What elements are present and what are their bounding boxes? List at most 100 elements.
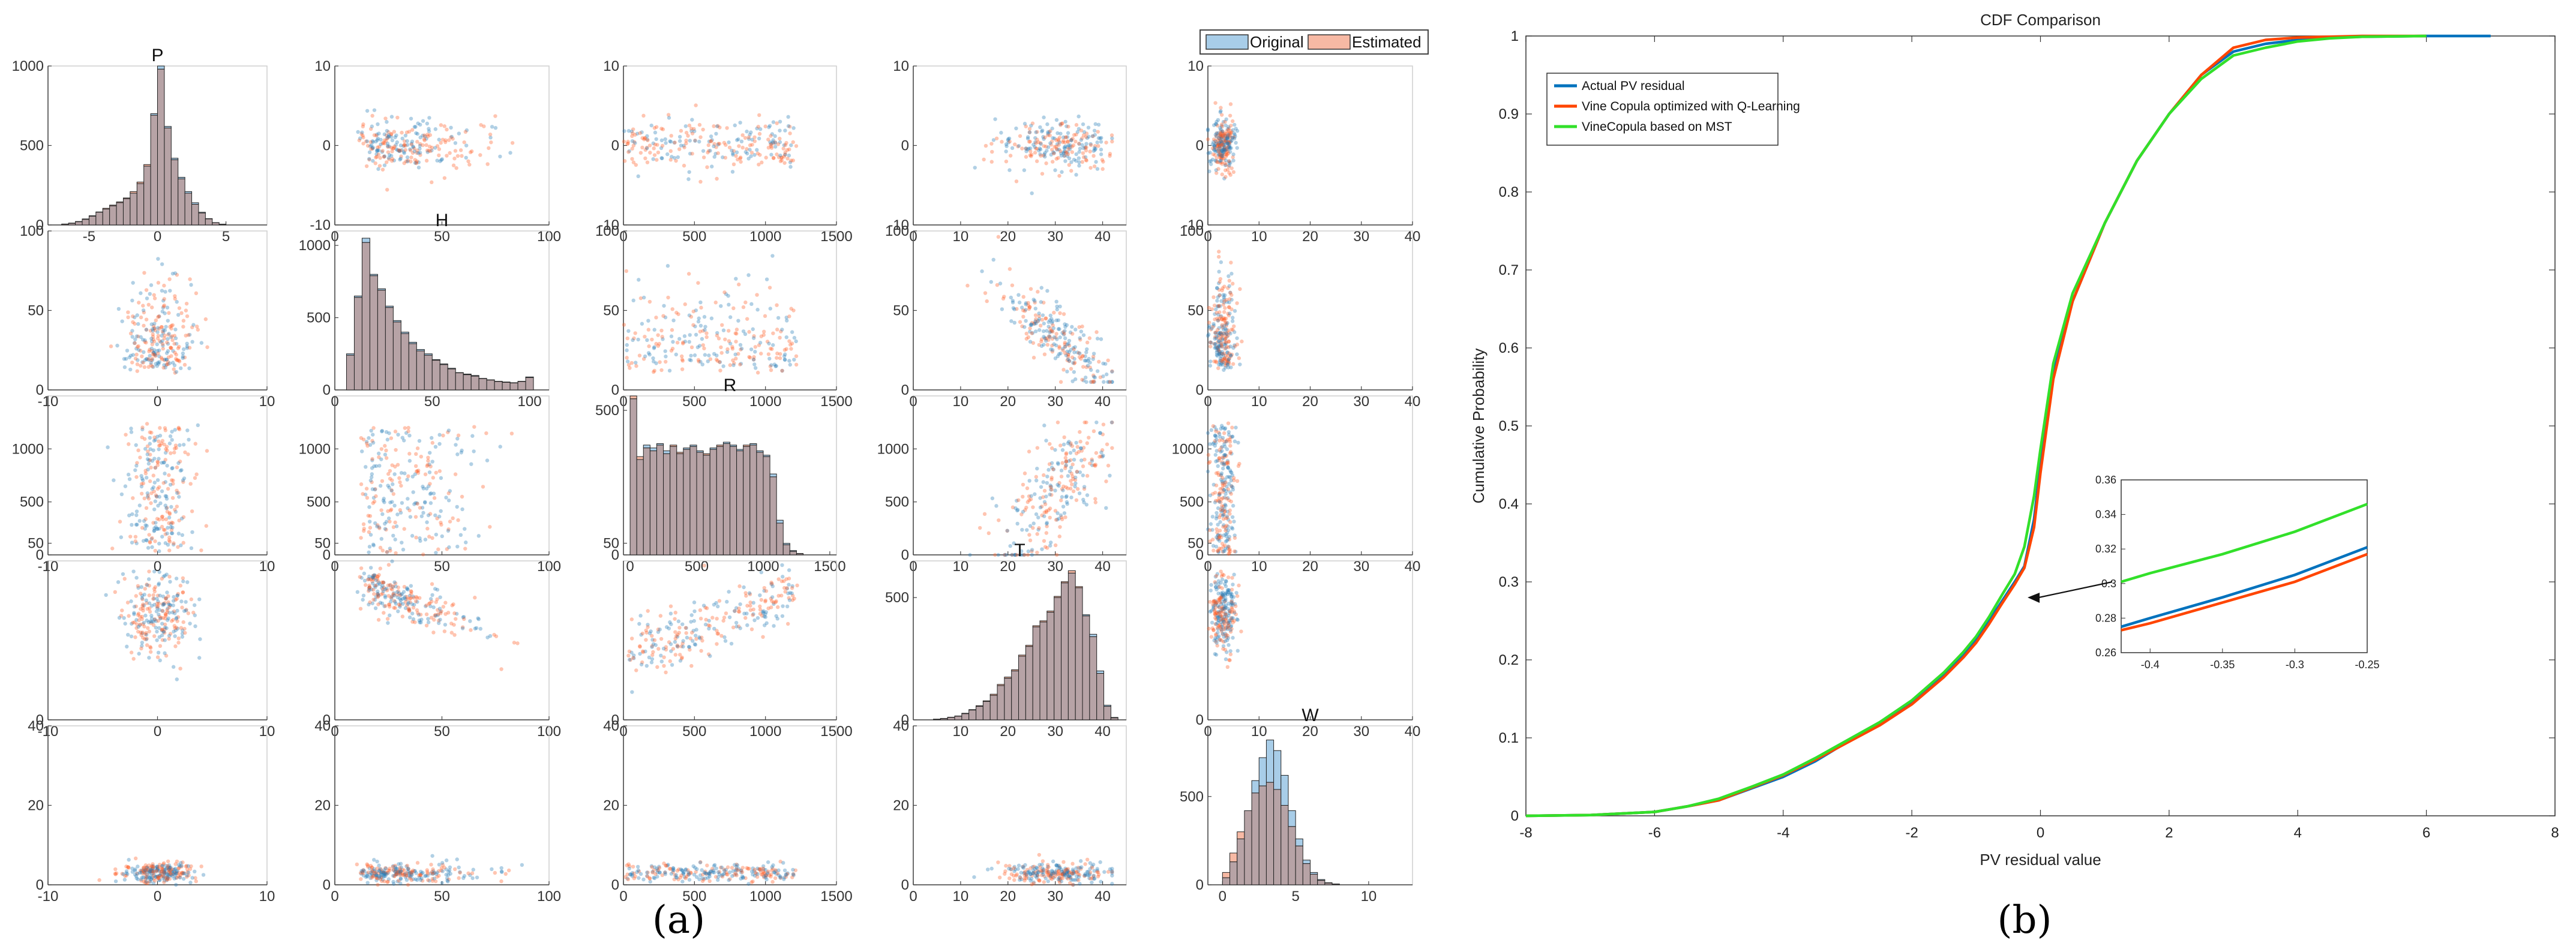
scatter-point-original	[1225, 447, 1229, 452]
scatter-point-estimated	[734, 332, 739, 336]
scatter-point-original	[1022, 122, 1027, 126]
scatter-point-estimated	[1218, 277, 1223, 281]
scatter-point-original	[163, 871, 167, 876]
scatter-point-original	[455, 437, 460, 441]
scatter-point-estimated	[1091, 154, 1096, 158]
scatter-point-estimated	[142, 271, 146, 275]
scatter-point-estimated	[145, 643, 149, 647]
histogram-bar-overlap	[178, 178, 185, 226]
scatter-point-original	[1216, 346, 1220, 350]
scatter-point-estimated	[749, 151, 754, 155]
histogram-bar-overlap	[502, 382, 511, 391]
scatter-point-original	[144, 879, 148, 884]
scatter-point-estimated	[148, 650, 153, 654]
scatter-point-estimated	[130, 361, 134, 365]
histogram-bar-overlap	[517, 381, 526, 391]
scatter-point-estimated	[1237, 583, 1241, 588]
scatter-point-estimated	[162, 297, 167, 301]
scatter-point-original	[697, 139, 701, 144]
scatter-point-original	[198, 637, 202, 641]
scatter-point-original	[678, 659, 683, 663]
scatter-point-estimated	[992, 552, 997, 557]
scatter-point-estimated	[626, 653, 631, 658]
histogram-bar-excess	[776, 519, 784, 524]
scatter-point-original	[681, 639, 685, 643]
scatter-point-original	[673, 639, 677, 644]
histogram-bar-overlap	[164, 127, 172, 226]
scatter-point-original	[379, 137, 383, 142]
scatter-point-original	[184, 600, 188, 604]
scatter-point-original	[1020, 527, 1024, 532]
scatter-point-estimated	[177, 344, 181, 349]
scatter-point-original	[375, 148, 380, 152]
scatter-point-original	[157, 457, 161, 461]
scatter-point-estimated	[750, 143, 754, 147]
scatter-point-estimated	[1214, 573, 1219, 578]
scatter-point-original	[1060, 495, 1064, 499]
histogram-bar-overlap	[776, 522, 784, 555]
scatter-point-estimated	[158, 644, 163, 648]
scatter-point-original	[145, 296, 149, 301]
scatter-point-original	[123, 621, 127, 626]
scatter-point-estimated	[1020, 146, 1024, 151]
scatter-point-original	[150, 459, 155, 463]
histogram-bar-overlap	[369, 275, 378, 391]
scatter-point-original	[1005, 528, 1009, 533]
scatter-point-estimated	[652, 368, 656, 373]
scatter-point-estimated	[385, 188, 389, 192]
scatter-point-original	[148, 869, 152, 873]
scatter-point-estimated	[384, 139, 388, 143]
scatter-point-estimated	[156, 315, 160, 319]
scatter-point-estimated	[451, 602, 455, 606]
scatter-point-original	[1216, 630, 1220, 635]
scatter-point-original	[409, 142, 414, 146]
scatter-point-estimated	[425, 133, 430, 137]
scatter-point-original	[738, 602, 742, 606]
scatter-point-estimated	[150, 364, 154, 369]
scatter-point-original	[698, 323, 703, 328]
scatter-point-original	[152, 529, 156, 533]
scatter-point-estimated	[358, 575, 362, 579]
scatter-point-estimated	[769, 142, 773, 147]
scatter-point-estimated	[763, 314, 767, 319]
scatter-point-estimated	[785, 157, 790, 161]
scatter-point-original	[435, 158, 439, 163]
scatter-point-estimated	[1223, 525, 1227, 529]
scatter-point-estimated	[1228, 440, 1232, 444]
histogram-bar-overlap	[385, 307, 394, 391]
scatter-point-estimated	[756, 124, 760, 129]
scatter-point-estimated	[646, 328, 650, 332]
scatter-point-original	[137, 519, 142, 523]
scatter-point-estimated	[1211, 424, 1216, 428]
scatter-point-estimated	[1216, 366, 1220, 370]
y-tick-label: 100	[595, 223, 619, 239]
scatter-point-original	[418, 122, 422, 127]
scatter-point-original	[415, 131, 419, 136]
scatter-point-original	[787, 359, 791, 363]
histogram-bar-overlap	[1096, 673, 1105, 720]
histogram-bar-overlap	[703, 455, 710, 555]
scatter-point-estimated	[753, 345, 758, 349]
scatter-point-original	[679, 143, 683, 148]
scatter-point-estimated	[716, 142, 721, 146]
scatter-point-estimated	[643, 136, 647, 140]
scatter-point-estimated	[1028, 497, 1033, 501]
scatter-point-original	[418, 539, 422, 543]
scatter-point-original	[139, 484, 144, 489]
scatter-point-estimated	[392, 146, 396, 151]
scatter-point-original	[170, 610, 175, 615]
scatter-point-estimated	[429, 615, 434, 620]
scatter-point-original	[155, 478, 160, 482]
scatter-point-estimated	[414, 594, 419, 599]
scatter-point-estimated	[1074, 451, 1079, 456]
scatter-point-original	[691, 639, 695, 643]
scatter-point-estimated	[376, 602, 380, 606]
scatter-point-original	[1039, 130, 1044, 134]
scatter-point-original	[423, 537, 428, 542]
scatter-point-original	[680, 622, 685, 626]
scatter-point-estimated	[715, 617, 719, 621]
scatter-point-original	[390, 559, 394, 563]
scatter-point-estimated	[1213, 491, 1217, 495]
scatter-point-estimated	[403, 148, 407, 152]
